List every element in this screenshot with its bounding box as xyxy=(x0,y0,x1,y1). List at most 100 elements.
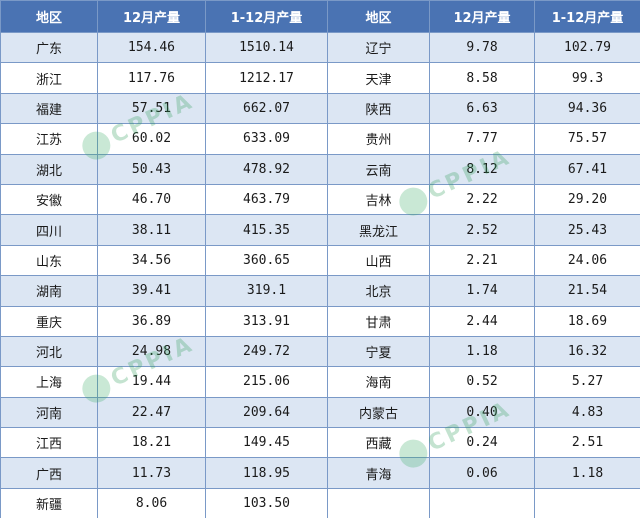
cell-dec-output-left: 117.76 xyxy=(97,62,206,94)
cell-dec-output-right: 7.77 xyxy=(429,123,535,155)
cell-dec-output-left: 34.56 xyxy=(97,244,206,277)
cell-ytd-output-right: 75.57 xyxy=(534,123,640,155)
header-region-left: 地区 xyxy=(0,0,98,33)
header-dec-output-left: 12月产量 xyxy=(97,0,206,33)
header-dec-output-right: 12月产量 xyxy=(429,0,535,33)
cell-dec-output-right: 9.78 xyxy=(429,31,535,64)
cell-ytd-output-left: 215.06 xyxy=(205,366,328,398)
cell-dec-output-left: 8.06 xyxy=(97,487,206,518)
cell-region-left: 江苏 xyxy=(0,123,98,155)
cell-ytd-output-right: 5.27 xyxy=(534,366,640,398)
cell-dec-output-right: 6.63 xyxy=(429,92,535,125)
cell-region-right: 黑龙江 xyxy=(327,214,430,246)
table-row: 新疆 8.06 103.50 xyxy=(0,487,640,518)
cell-region-left: 广东 xyxy=(0,31,98,64)
cell-ytd-output-left: 662.07 xyxy=(205,92,328,125)
table-row: 广东 154.46 1510.14 辽宁 9.78 102.79 xyxy=(0,31,640,64)
header-ytd-output-right: 1-12月产量 xyxy=(534,0,640,33)
cell-dec-output-right: 0.52 xyxy=(429,366,535,398)
cell-dec-output-right: 2.52 xyxy=(429,214,535,246)
cell-dec-output-left: 19.44 xyxy=(97,366,206,398)
cell-ytd-output-right: 29.20 xyxy=(534,183,640,216)
cell-dec-output-right xyxy=(429,487,535,518)
cell-ytd-output-left: 118.95 xyxy=(205,457,328,489)
cell-region-left: 四川 xyxy=(0,214,98,246)
table-row: 河北 24.98 249.72 宁夏 1.18 16.32 xyxy=(0,335,640,368)
header-region-right: 地区 xyxy=(327,0,430,33)
cell-ytd-output-left: 149.45 xyxy=(205,427,328,459)
cell-ytd-output-right: 24.06 xyxy=(534,244,640,277)
table-row: 福建 57.51 662.07 陕西 6.63 94.36 xyxy=(0,92,640,125)
cell-dec-output-left: 60.02 xyxy=(97,123,206,155)
table-row: 浙江 117.76 1212.17 天津 8.58 99.3 xyxy=(0,62,640,94)
table-row: 安徽 46.70 463.79 吉林 2.22 29.20 xyxy=(0,183,640,216)
cell-dec-output-left: 38.11 xyxy=(97,214,206,246)
cell-dec-output-left: 50.43 xyxy=(97,153,206,185)
cell-dec-output-right: 1.18 xyxy=(429,335,535,368)
cell-region-left: 河北 xyxy=(0,335,98,368)
cell-ytd-output-right: 21.54 xyxy=(534,275,640,307)
cell-dec-output-left: 39.41 xyxy=(97,275,206,307)
cell-ytd-output-right: 1.18 xyxy=(534,457,640,489)
cell-dec-output-left: 22.47 xyxy=(97,396,206,429)
cell-ytd-output-left: 360.65 xyxy=(205,244,328,277)
cell-ytd-output-right: 2.51 xyxy=(534,427,640,459)
cell-region-right: 云南 xyxy=(327,153,430,185)
cell-region-right: 青海 xyxy=(327,457,430,489)
cell-ytd-output-right: 67.41 xyxy=(534,153,640,185)
cell-dec-output-left: 57.51 xyxy=(97,92,206,125)
cell-region-left: 上海 xyxy=(0,366,98,398)
table-row: 广西 11.73 118.95 青海 0.06 1.18 xyxy=(0,457,640,489)
cell-region-left: 湖南 xyxy=(0,275,98,307)
cell-dec-output-left: 18.21 xyxy=(97,427,206,459)
table-row: 河南 22.47 209.64 内蒙古 0.40 4.83 xyxy=(0,396,640,429)
cell-region-right: 内蒙古 xyxy=(327,396,430,429)
cell-ytd-output-left: 209.64 xyxy=(205,396,328,429)
cell-region-right: 辽宁 xyxy=(327,31,430,64)
table-row: 山东 34.56 360.65 山西 2.21 24.06 xyxy=(0,244,640,277)
cell-dec-output-left: 46.70 xyxy=(97,183,206,216)
cell-ytd-output-right: 25.43 xyxy=(534,214,640,246)
cell-ytd-output-right xyxy=(534,487,640,518)
cell-ytd-output-right: 99.3 xyxy=(534,62,640,94)
cell-ytd-output-left: 415.35 xyxy=(205,214,328,246)
table-row: 江苏 60.02 633.09 贵州 7.77 75.57 xyxy=(0,123,640,155)
cell-ytd-output-left: 633.09 xyxy=(205,123,328,155)
cell-dec-output-right: 0.40 xyxy=(429,396,535,429)
cell-region-right xyxy=(327,487,430,518)
cell-region-right: 甘肃 xyxy=(327,305,430,337)
cell-ytd-output-left: 463.79 xyxy=(205,183,328,216)
cell-dec-output-left: 11.73 xyxy=(97,457,206,489)
cell-dec-output-right: 1.74 xyxy=(429,275,535,307)
header-row: 地区 12月产量 1-12月产量 地区 12月产量 1-12月产量 xyxy=(0,0,640,33)
cell-region-right: 天津 xyxy=(327,62,430,94)
cell-dec-output-right: 0.24 xyxy=(429,427,535,459)
cell-region-left: 湖北 xyxy=(0,153,98,185)
table-row: 四川 38.11 415.35 黑龙江 2.52 25.43 xyxy=(0,214,640,246)
cell-region-left: 安徽 xyxy=(0,183,98,216)
cell-region-left: 广西 xyxy=(0,457,98,489)
cell-region-right: 海南 xyxy=(327,366,430,398)
cell-region-right: 陕西 xyxy=(327,92,430,125)
cell-region-left: 山东 xyxy=(0,244,98,277)
cell-ytd-output-left: 1212.17 xyxy=(205,62,328,94)
cell-dec-output-left: 24.98 xyxy=(97,335,206,368)
cell-region-right: 西藏 xyxy=(327,427,430,459)
table-row: 上海 19.44 215.06 海南 0.52 5.27 xyxy=(0,366,640,398)
table-body: 广东 154.46 1510.14 辽宁 9.78 102.79 浙江 117.76 1212.… xyxy=(0,31,640,518)
cell-region-right: 北京 xyxy=(327,275,430,307)
table-row: 湖北 50.43 478.92 云南 8.12 67.41 xyxy=(0,153,640,185)
cell-region-right: 宁夏 xyxy=(327,335,430,368)
cell-region-right: 山西 xyxy=(327,244,430,277)
cell-ytd-output-left: 249.72 xyxy=(205,335,328,368)
cell-dec-output-left: 154.46 xyxy=(97,31,206,64)
cell-ytd-output-left: 319.1 xyxy=(205,275,328,307)
table-row: 江西 18.21 149.45 西藏 0.24 2.51 xyxy=(0,427,640,459)
cell-ytd-output-left: 478.92 xyxy=(205,153,328,185)
cell-ytd-output-right: 94.36 xyxy=(534,92,640,125)
cell-dec-output-right: 8.58 xyxy=(429,62,535,94)
cell-region-left: 新疆 xyxy=(0,487,98,518)
cell-dec-output-right: 8.12 xyxy=(429,153,535,185)
